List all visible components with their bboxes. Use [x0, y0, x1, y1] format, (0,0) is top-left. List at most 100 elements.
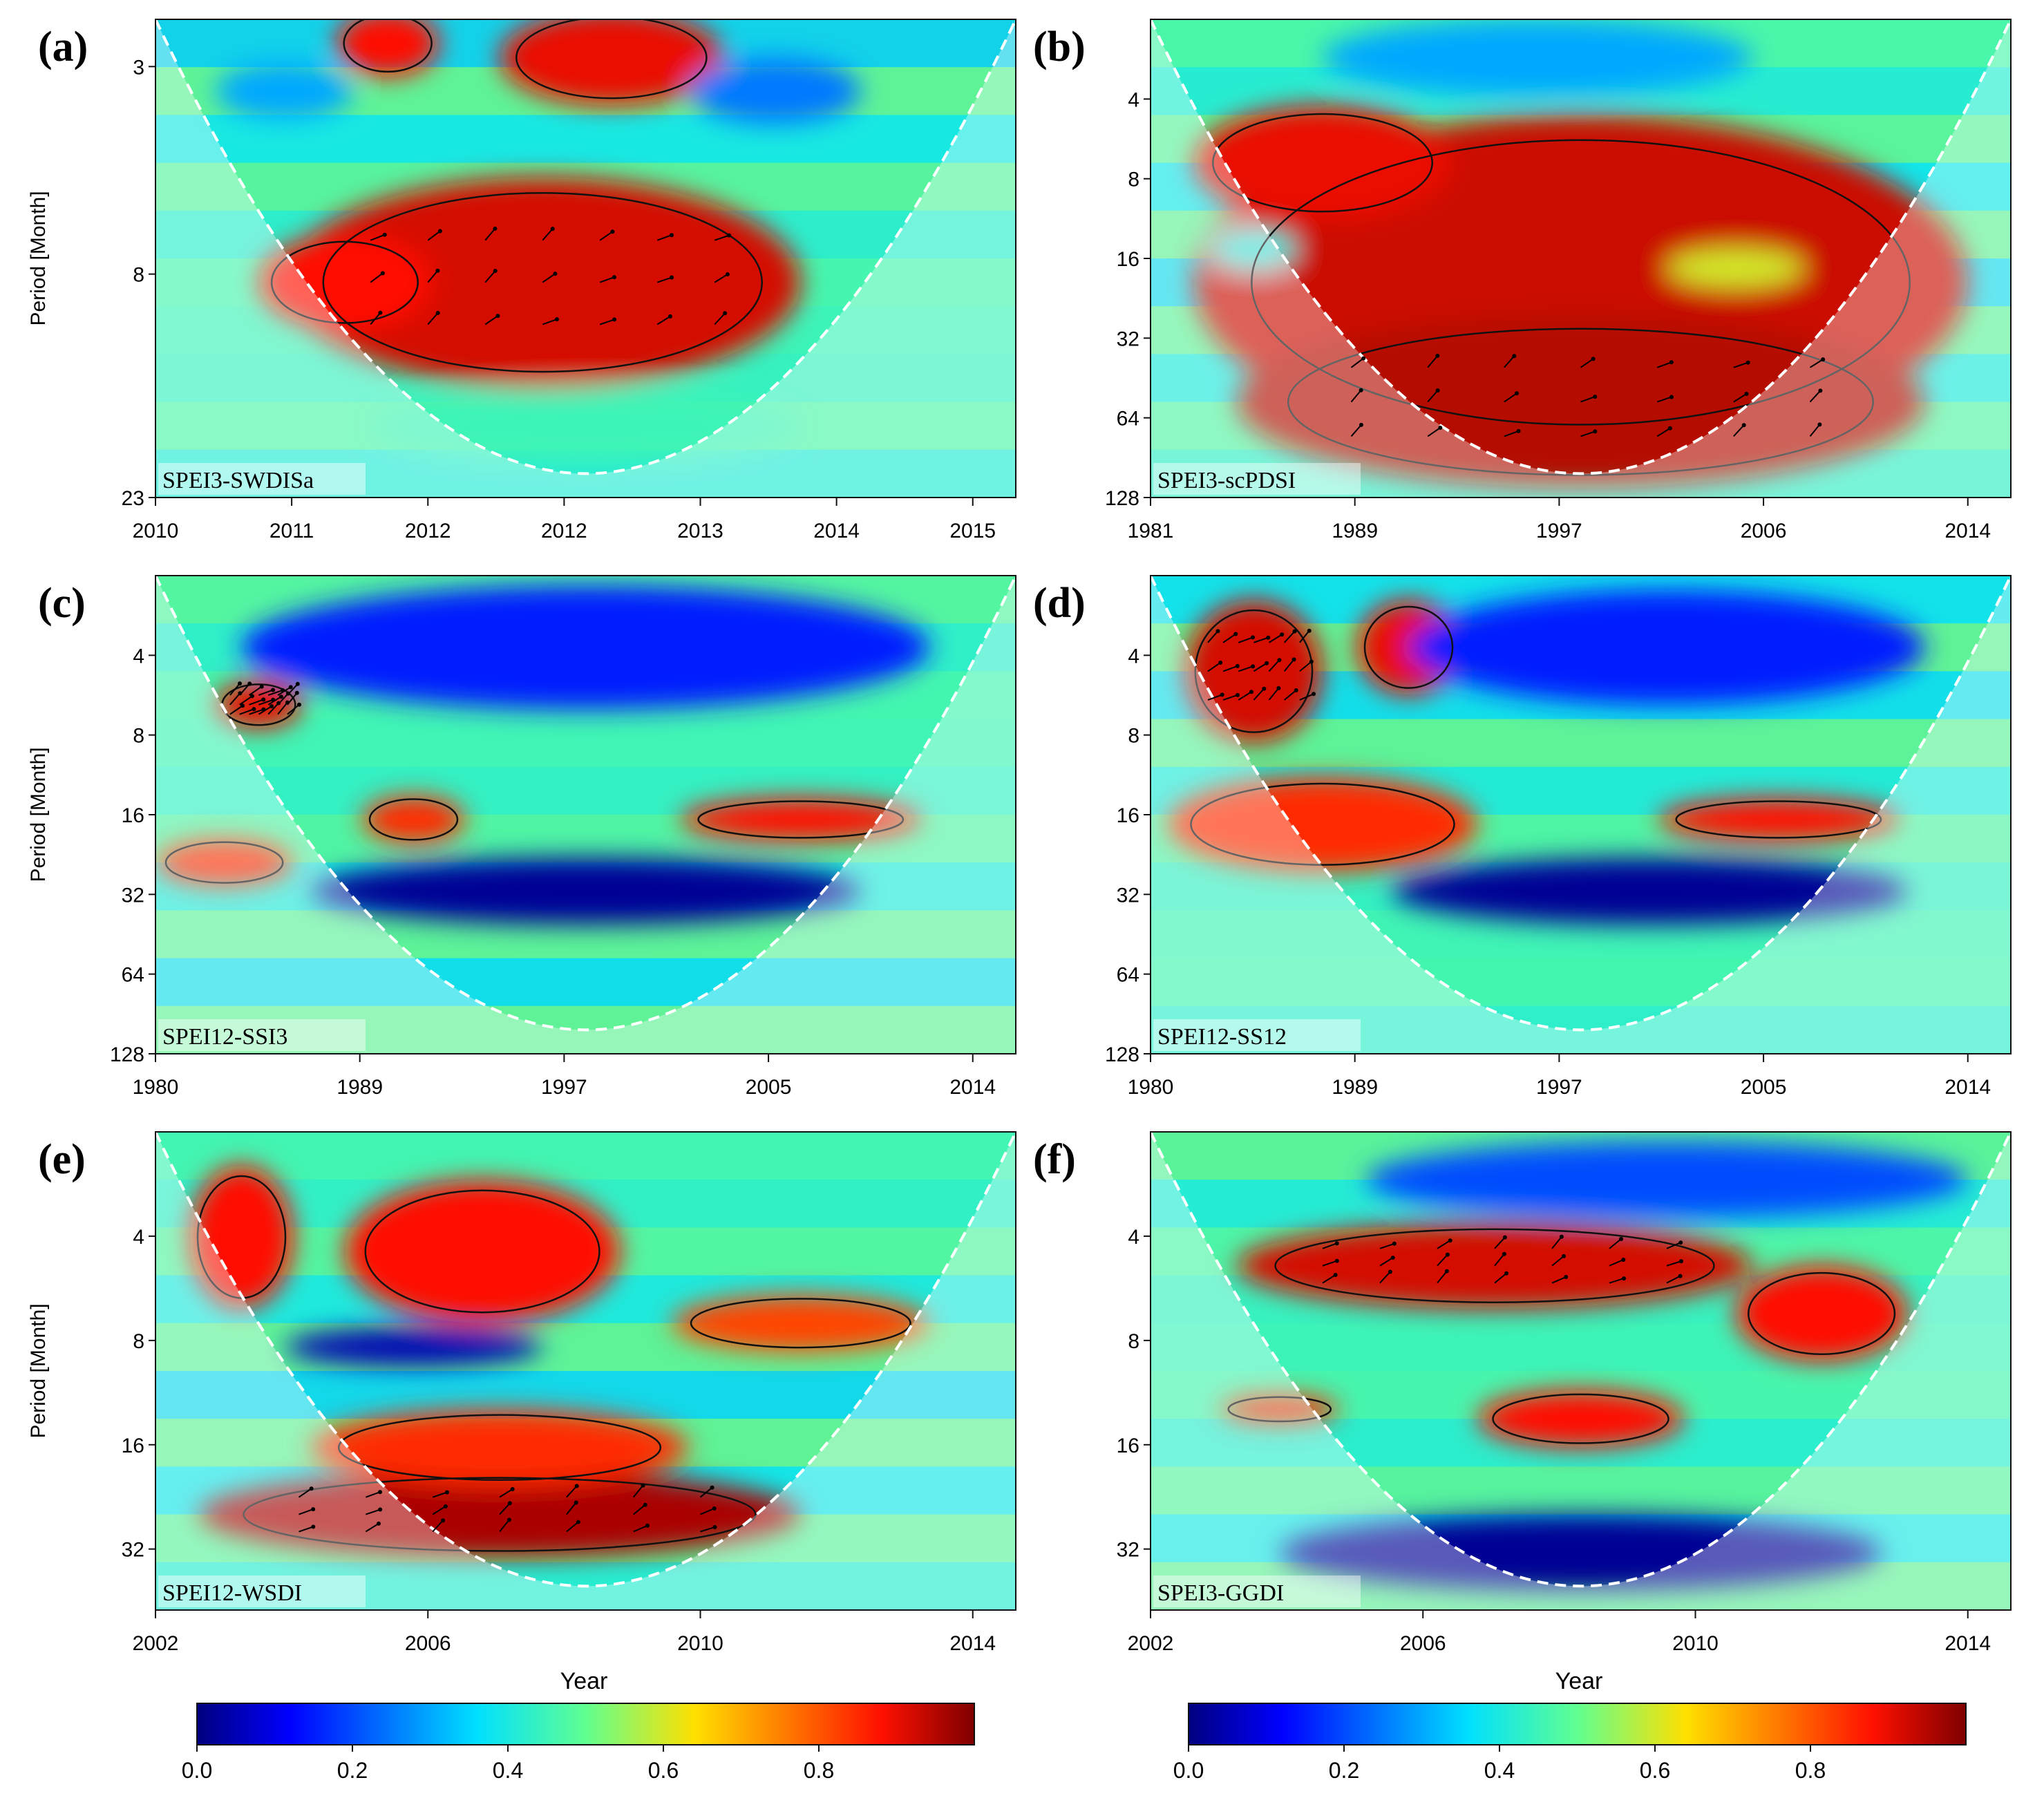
- phase-arrow: [365, 1523, 379, 1533]
- y-tick-label: 8: [1128, 169, 1139, 191]
- phase-arrow-head: [643, 1502, 647, 1507]
- phase-arrow: [249, 708, 264, 715]
- phase-arrow-head: [612, 275, 616, 280]
- phase-arrow: [599, 276, 615, 283]
- coherence-blob: [1667, 249, 1805, 287]
- phase-arrow-head: [1559, 1234, 1564, 1239]
- phase-arrow: [700, 1508, 715, 1515]
- phase-arrow: [1322, 1260, 1338, 1267]
- phase-arrow-head: [1334, 1241, 1339, 1246]
- phase-arrow: [1809, 424, 1821, 437]
- phase-arrow-head: [1448, 1238, 1452, 1243]
- phase-arrow-head: [261, 697, 266, 702]
- x-tick-label: 2010: [677, 1632, 723, 1655]
- phase-arrow: [1269, 634, 1283, 643]
- phase-arrow-head: [1435, 353, 1440, 358]
- phase-arrow-head: [1307, 628, 1312, 633]
- y-tick-label: 32: [1117, 884, 1139, 907]
- phase-arrow: [432, 1506, 446, 1515]
- phase-arrow: [1733, 424, 1745, 437]
- y-tick-label: 16: [1117, 804, 1139, 827]
- cone-of-influence-line: [1151, 576, 2011, 1032]
- colorbar-tick-label: 0.6: [648, 1758, 679, 1783]
- phase-arrow: [427, 312, 439, 325]
- phase-arrow: [1253, 636, 1269, 643]
- colorbar-gradient: [196, 1703, 975, 1745]
- y-axis-title: Period [Month]: [27, 191, 50, 325]
- phase-arrow: [267, 696, 282, 706]
- coherence-blob: [1219, 1394, 1340, 1424]
- phase-arrow: [1504, 430, 1519, 437]
- colorbar-tick-label: 0.4: [1484, 1758, 1515, 1783]
- phase-arrow-head: [1291, 657, 1296, 662]
- coherence-blob: [1391, 858, 1908, 925]
- phase-arrow-head: [507, 1501, 512, 1506]
- phase-arrow-head: [1266, 635, 1271, 640]
- coherence-blob: [258, 234, 431, 330]
- phase-arrow: [1283, 631, 1296, 643]
- phase-arrow-head: [1669, 360, 1674, 365]
- phase-arrow-head: [493, 226, 498, 231]
- phase-arrow: [258, 699, 274, 706]
- cone-of-influence-line: [1151, 19, 2011, 475]
- phase-arrow: [1494, 1236, 1506, 1249]
- phase-arrow: [1350, 357, 1364, 368]
- phase-arrow-head: [1817, 422, 1822, 427]
- phase-arrow-head: [252, 707, 256, 712]
- y-tick-label: 4: [1128, 645, 1139, 668]
- phase-arrow: [1809, 390, 1821, 403]
- phase-arrow: [1222, 665, 1238, 672]
- y-tick-label: 32: [1117, 1539, 1139, 1562]
- phase-arrow: [370, 234, 386, 241]
- phase-arrow: [484, 228, 496, 241]
- phase-arrow: [1207, 694, 1223, 701]
- heatmap-band: [155, 719, 1016, 767]
- y-tick-label: 32: [122, 884, 144, 907]
- phase-arrow: [714, 234, 730, 241]
- phase-arrow-head: [668, 314, 672, 319]
- inset-label: SPEI3-scPDSI: [1157, 468, 1296, 493]
- phase-arrow: [1268, 688, 1280, 701]
- phase-arrow-head: [710, 1485, 715, 1490]
- phase-arrow: [656, 234, 672, 241]
- inset-label-bg: [158, 1019, 366, 1051]
- heatmap-band: [155, 958, 1016, 1006]
- phase-arrow: [1733, 361, 1748, 368]
- phase-arrow: [484, 270, 496, 283]
- phase-arrow-head: [382, 232, 387, 237]
- phase-arrow-head: [1593, 429, 1598, 434]
- y-tick-label: 128: [1105, 487, 1139, 510]
- phase-arrow: [1580, 358, 1594, 368]
- phase-arrow: [1207, 630, 1219, 643]
- phase-arrow-head: [238, 681, 243, 686]
- heatmap-area: [1151, 576, 2011, 1054]
- y-tick-label: 3: [133, 56, 144, 79]
- phase-arrow: [1299, 630, 1310, 643]
- x-tick-label: 2014: [949, 1076, 996, 1099]
- panel-label: (e): [38, 1136, 86, 1183]
- inset-label-bg: [1153, 1019, 1361, 1051]
- phase-arrow: [1437, 1253, 1448, 1267]
- coherence-blob: [361, 795, 466, 844]
- phase-arrow-head: [1276, 685, 1281, 690]
- significance-contour: [364, 1189, 600, 1314]
- significance-contour: [1274, 1228, 1715, 1303]
- phase-arrow-head: [1678, 1274, 1683, 1278]
- colorbar-tick-label: 0.4: [493, 1758, 523, 1783]
- phase-arrow-head: [1249, 690, 1253, 694]
- phase-arrow: [1494, 1253, 1505, 1267]
- phase-arrow-head: [576, 1520, 580, 1524]
- x-tick-label: 1989: [1332, 520, 1378, 542]
- y-tick-label: 16: [122, 804, 144, 827]
- phase-arrow: [249, 685, 263, 696]
- phase-arrow-head: [723, 311, 728, 316]
- inset-label-bg: [1153, 1575, 1361, 1607]
- inset-label: SPEI12-WSDI: [162, 1580, 302, 1606]
- significance-contour: [515, 19, 708, 100]
- phase-arrows: [1322, 1234, 1683, 1284]
- phase-arrow-head: [1745, 360, 1750, 365]
- phase-arrow-head: [712, 1506, 717, 1511]
- y-tick-label: 32: [122, 1539, 144, 1562]
- phase-arrow-head: [309, 1486, 314, 1491]
- phase-arrow-head: [1280, 632, 1285, 637]
